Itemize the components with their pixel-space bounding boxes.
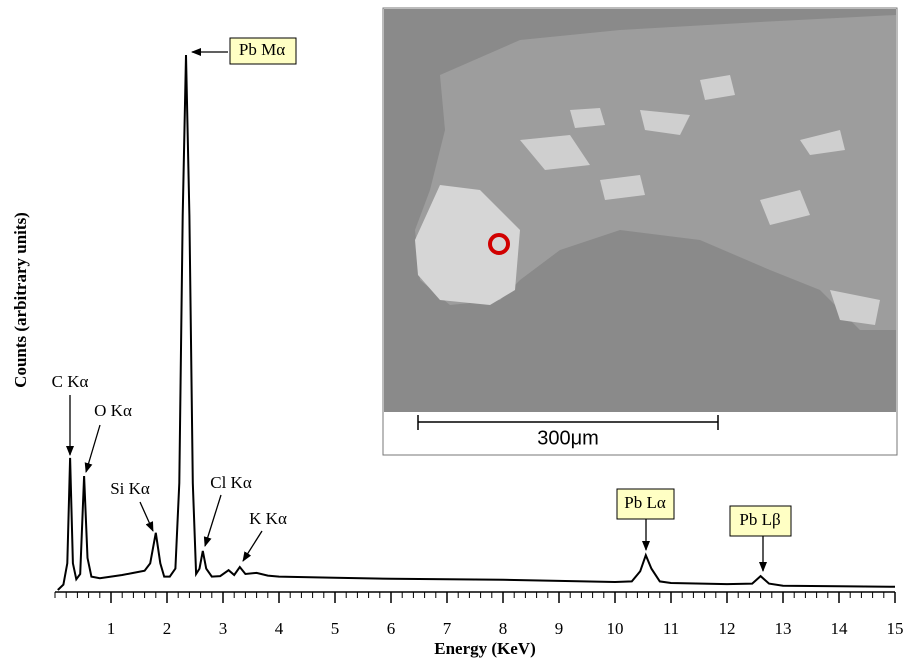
x-tick-label: 3 — [219, 619, 228, 638]
annotation: K Kα — [249, 509, 287, 528]
spectrum-line — [57, 54, 896, 591]
analysis-spot — [488, 233, 510, 255]
x-tick-label: 11 — [663, 619, 679, 638]
annotation: Cl Kα — [210, 473, 252, 492]
x-tick-label: 1 — [107, 619, 116, 638]
annotation-box — [729, 505, 792, 537]
x-tick-label: 7 — [443, 619, 452, 638]
annotation-box — [616, 488, 675, 520]
annotation: Pb Lβ — [739, 510, 780, 529]
x-tick-label: 15 — [887, 619, 904, 638]
x-tick-label: 9 — [555, 619, 564, 638]
annotation-arrow — [242, 530, 263, 562]
sem-fragments — [520, 75, 880, 325]
annotation: O Kα — [94, 401, 132, 420]
sem-bright-region — [415, 185, 520, 305]
x-tick-label: 14 — [831, 619, 849, 638]
annotation: C Kα — [52, 372, 89, 391]
x-tick-label: 5 — [331, 619, 340, 638]
x-tick-label: 2 — [163, 619, 172, 638]
x-tick-label: 6 — [387, 619, 396, 638]
annotation: Pb Mα — [239, 40, 285, 59]
sem-sample — [415, 15, 896, 330]
annotation-arrow — [139, 501, 154, 532]
inset-image: 300μm — [382, 7, 898, 456]
y-axis-label: Counts (arbitrary units) — [11, 212, 30, 388]
annotation-box — [229, 37, 297, 65]
scale-bar — [417, 415, 719, 430]
x-tick-label: 13 — [775, 619, 792, 638]
x-tick-label: 8 — [499, 619, 508, 638]
annotation-arrow — [203, 494, 222, 547]
x-tick-label: 12 — [719, 619, 736, 638]
x-tick-label: 4 — [275, 619, 284, 638]
annotation-arrow — [84, 424, 101, 473]
scale-label: 300μm — [537, 427, 599, 449]
x-tick-label: 10 — [607, 619, 624, 638]
annotation: Pb Lα — [624, 493, 666, 512]
x-axis-label: Energy (KeV) — [434, 639, 536, 658]
annotation: Si Kα — [110, 479, 150, 498]
